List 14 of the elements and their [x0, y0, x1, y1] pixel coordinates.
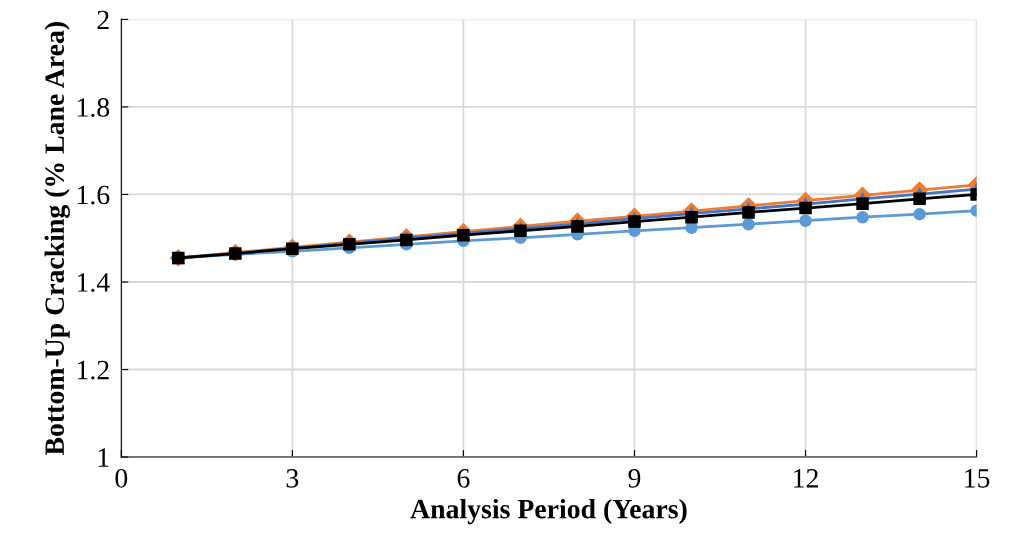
x-tick-label: 12	[794, 469, 818, 488]
y-tick-label: 1	[98, 448, 109, 467]
y-tick-label: 1.6	[77, 185, 110, 205]
x-tick-label: 3	[286, 469, 299, 488]
x-tick-label: 9	[628, 469, 641, 488]
y-tick-label: 1.2	[77, 360, 109, 380]
x-tick-label: 6	[457, 469, 470, 488]
x-axis-title: Analysis Period (Years)	[410, 498, 687, 525]
y-tick-label: 2	[97, 10, 109, 30]
y-axis-title: Bottom-Up Cracking (% Lane Area)	[44, 22, 70, 456]
y-tick-label: 1.4	[77, 273, 110, 293]
y-tick-label: 1.8	[77, 98, 110, 117]
x-tick-label: 15	[965, 469, 990, 488]
x-tick-label: 0	[115, 468, 128, 488]
